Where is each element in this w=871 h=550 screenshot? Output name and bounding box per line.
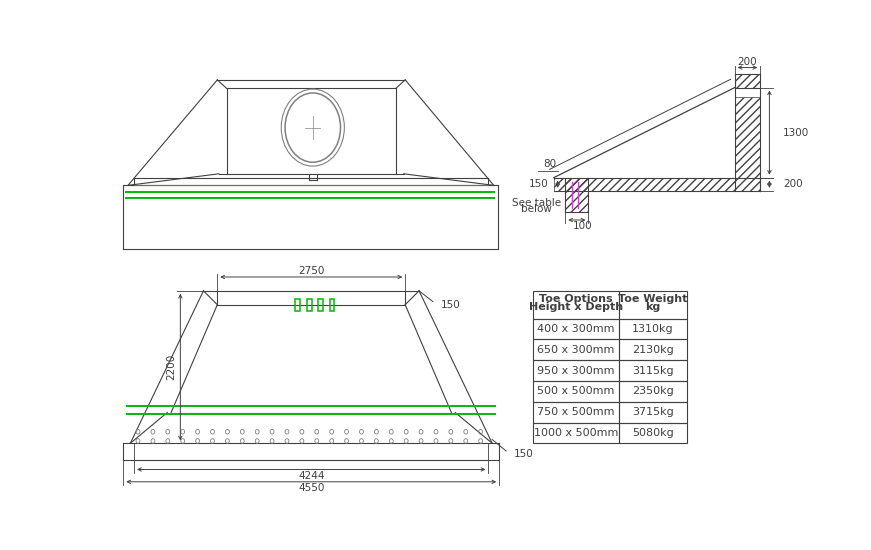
- Bar: [619, 402, 687, 422]
- Bar: [619, 318, 687, 339]
- Text: 200: 200: [738, 57, 757, 67]
- Bar: [619, 360, 687, 381]
- Bar: [307, 299, 312, 311]
- Text: 4244: 4244: [298, 471, 325, 481]
- Text: 1000 x 500mm: 1000 x 500mm: [534, 428, 618, 438]
- Bar: [619, 381, 687, 402]
- Text: Toe Options: Toe Options: [539, 294, 613, 304]
- Text: 1300: 1300: [783, 128, 809, 138]
- Text: 200: 200: [783, 179, 803, 189]
- Bar: [533, 402, 619, 422]
- Text: 150: 150: [441, 300, 461, 310]
- Bar: [619, 422, 687, 443]
- Text: 150: 150: [514, 449, 534, 459]
- Text: 2130kg: 2130kg: [632, 345, 674, 355]
- Text: 80: 80: [544, 159, 557, 169]
- Bar: [533, 422, 619, 443]
- Text: Toe Weight: Toe Weight: [618, 294, 688, 304]
- Text: 2350kg: 2350kg: [632, 386, 674, 397]
- Text: 500 x 500mm: 500 x 500mm: [537, 386, 615, 397]
- Text: 2200: 2200: [166, 354, 176, 380]
- Text: 3115kg: 3115kg: [632, 366, 674, 376]
- Bar: [619, 339, 687, 360]
- Text: 950 x 300mm: 950 x 300mm: [537, 366, 615, 376]
- Text: See table: See table: [512, 198, 562, 208]
- Text: 5080kg: 5080kg: [632, 428, 674, 438]
- Text: 100: 100: [573, 221, 593, 231]
- Text: 2750: 2750: [298, 266, 324, 276]
- Bar: [619, 291, 687, 318]
- Bar: [533, 339, 619, 360]
- Text: below: below: [522, 204, 552, 214]
- Text: 650 x 300mm: 650 x 300mm: [537, 345, 615, 355]
- Bar: [295, 299, 300, 311]
- Bar: [318, 299, 323, 311]
- Bar: [533, 381, 619, 402]
- Bar: [533, 291, 619, 318]
- Text: 400 x 300mm: 400 x 300mm: [537, 324, 615, 334]
- Bar: [533, 318, 619, 339]
- Bar: [533, 360, 619, 381]
- Text: kg: kg: [645, 302, 661, 312]
- Bar: [330, 299, 334, 311]
- Text: 4550: 4550: [298, 483, 324, 493]
- Text: Height x Depth: Height x Depth: [529, 302, 623, 312]
- Text: 3715kg: 3715kg: [632, 407, 674, 417]
- Text: 150: 150: [529, 179, 549, 189]
- Text: 1310kg: 1310kg: [632, 324, 674, 334]
- Text: 750 x 500mm: 750 x 500mm: [537, 407, 615, 417]
